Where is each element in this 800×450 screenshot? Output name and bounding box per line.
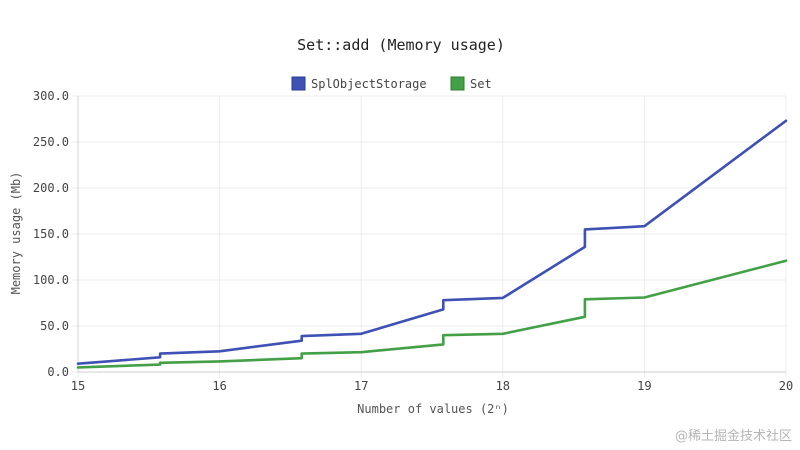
legend-swatch-set <box>450 76 465 91</box>
y-tick-label: 50.0 <box>40 319 69 333</box>
legend-label-splobjectstorage: SplObjectStorage <box>311 77 427 91</box>
x-tick-label: 15 <box>71 379 85 393</box>
y-tick-label: 200.0 <box>33 181 69 195</box>
y-tick-label: 150.0 <box>33 227 69 241</box>
y-tick-label: 0.0 <box>47 365 69 379</box>
x-axis-label: Number of values (2ⁿ) <box>357 402 509 416</box>
y-tick-label: 300.0 <box>33 89 69 103</box>
watermark: @稀土掘金技术社区 <box>674 429 792 444</box>
x-tick-label: 16 <box>212 379 226 393</box>
series-line-set <box>76 259 788 369</box>
series-line-splobjectstorage <box>76 119 788 365</box>
y-axis-label: Memory usage (Mb) <box>9 172 23 295</box>
x-tick-label: 18 <box>496 379 510 393</box>
legend-swatch-splobjectstorage <box>291 76 306 91</box>
y-tick-label: 250.0 <box>33 135 69 149</box>
x-tick-label: 20 <box>779 379 793 393</box>
y-tick-label: 100.0 <box>33 273 69 287</box>
series-layer <box>76 119 788 369</box>
legend-label-set: Set <box>470 77 492 91</box>
axes <box>77 96 786 373</box>
legend: SplObjectStorage Set <box>291 76 492 91</box>
x-tick-label: 19 <box>637 379 651 393</box>
ticks: 0.0 50.0 100.0 150.0 200.0 250.0 300.0 15 16 17 18… <box>33 89 793 393</box>
grid <box>72 95 787 378</box>
x-tick-label: 17 <box>354 379 368 393</box>
chart-title: Set::add (Memory usage) <box>297 36 505 54</box>
